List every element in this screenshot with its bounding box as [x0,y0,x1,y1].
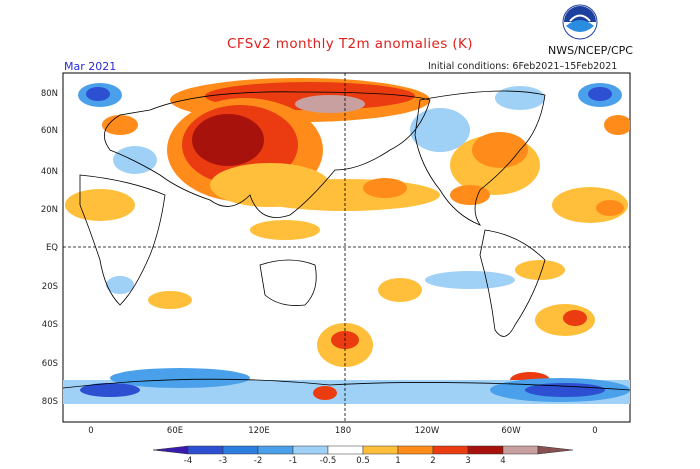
anomaly-patch [495,86,545,110]
coastline-north-america [414,90,546,226]
colorbar-tick: 2 [430,456,435,466]
anomaly-patch [148,291,192,309]
colorbar-segment [152,445,189,455]
anomaly-patch [295,95,365,113]
colorbar-tick: -2 [254,456,262,466]
colorbar-segment [187,445,224,455]
colorbar-ticks: -4 -3 -2 -1 -0.5 0.5 1 2 3 4 [184,456,506,466]
latitude-labels: 80N 60N 40N 20N EQ 20S 40S 60S 80S [41,89,58,407]
lat-label: 60S [42,359,58,369]
anomaly-patch [425,271,515,289]
colorbar-segment [362,445,399,455]
colorbar-tick: 0.5 [356,456,370,466]
colorbar-tick: -4 [184,456,192,466]
longitude-labels: 0 60E 120E 180 120W 60W 0 [88,426,597,436]
colorbar-segment [222,445,259,455]
colorbar-tick: 1 [395,456,400,466]
coastline-eurasia [103,91,431,218]
lat-label: 40N [41,167,58,177]
lat-label: 80N [41,89,58,99]
lon-label: 0 [592,426,597,436]
noaa-logo [562,4,598,40]
forecast-month: Mar 2021 [64,60,117,73]
lon-label: 0 [88,426,93,436]
coastline-africa [79,174,166,306]
agency-label: NWS/NCEP/CPC [548,44,633,57]
lon-label: 120W [415,426,440,436]
anomaly-patch [250,220,320,240]
lat-label: EQ [46,243,58,253]
anomaly-patch [596,200,624,216]
anomaly-patch [80,383,140,397]
anomaly-patch [378,278,422,302]
lat-label: 20S [42,282,58,292]
colorbar [152,445,574,455]
lat-label: 20N [41,205,58,215]
colorbar-segment [292,445,329,455]
anomaly-patch [515,260,565,280]
colorbar-segment [327,445,364,455]
anomaly-patch [604,115,630,135]
lat-label: 40S [42,320,58,330]
initial-conditions: Initial conditions: 6Feb2021–15Feb2021 [428,61,618,72]
anomaly-patch [525,383,605,397]
colorbar-segment [397,445,434,455]
anomaly-patch [472,132,528,168]
colorbar-segment [467,445,504,455]
colorbar-tick: 3 [465,456,470,466]
anomaly-patch [192,114,264,166]
colorbar-segment [257,445,294,455]
anomaly-patch [86,87,110,101]
colorbar-tick: -3 [219,456,227,466]
coastline-australia [259,259,317,306]
anomaly-patch [102,115,138,135]
colorbar-segment [432,445,469,455]
colorbar-segment [502,445,539,455]
anomaly-patch [106,276,134,294]
colorbar-tick: -0.5 [320,456,337,466]
lon-label: 60E [167,426,183,436]
lon-label: 180 [335,426,351,436]
anomaly-patch [450,185,490,205]
anomaly-patch [110,368,250,388]
lon-label: 60W [501,426,521,436]
anomaly-patch [563,310,587,326]
anomaly-patch [65,189,135,221]
lat-label: 60N [41,126,58,136]
colorbar-segment [537,445,574,455]
map-title: CFSv2 monthly T2m anomalies (K) [227,36,473,52]
lon-label: 120E [248,426,270,436]
anomaly-patch [313,386,337,400]
colorbar-tick: -1 [289,456,297,466]
coastline-antarctica [63,378,630,391]
anomaly-patch [410,108,470,152]
colorbar-tick: 4 [500,456,505,466]
anomaly-patch [588,87,612,101]
lat-label: 80S [42,397,58,407]
anomaly-patch [363,178,407,198]
